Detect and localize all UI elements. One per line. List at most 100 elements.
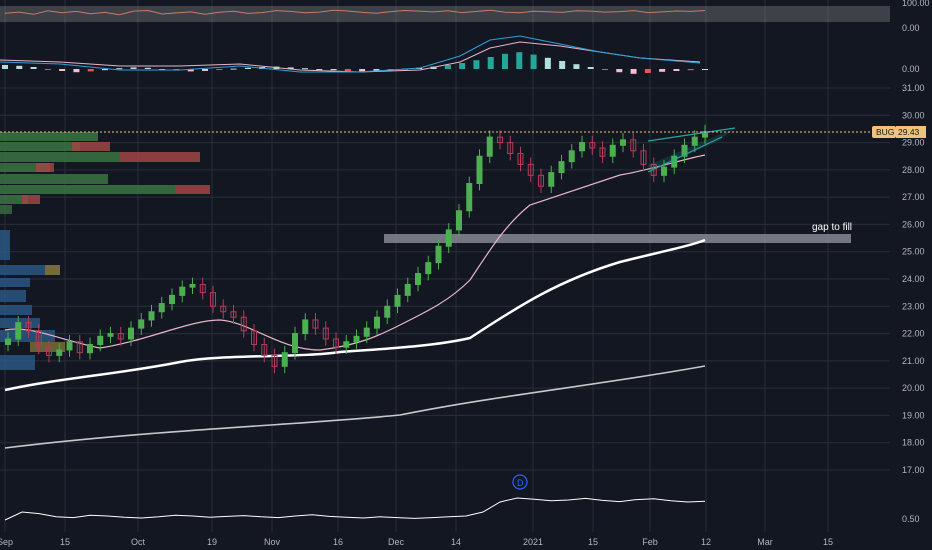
lower-indicator-line — [4, 497, 706, 521]
price-tick-label: 17.00 — [902, 465, 925, 475]
candle-body — [589, 142, 596, 149]
macd-bar — [544, 57, 551, 69]
candle-body — [333, 338, 339, 348]
macd-bar — [144, 67, 151, 69]
price-tick-label: 24.00 — [902, 274, 925, 284]
vp-bar — [22, 195, 40, 204]
ma-short-line — [4, 154, 706, 351]
time-tick-label: Dec — [388, 537, 405, 547]
time-tick-label: Oct — [131, 537, 146, 547]
symbol-price-badge[interactable]: BUG 29.43 — [872, 126, 926, 138]
event-marker-label: D — [517, 478, 524, 488]
candle-body — [25, 322, 32, 332]
event-marker[interactable]: D — [512, 474, 528, 490]
macd-bar — [702, 69, 708, 70]
candlestick-series — [5, 124, 708, 374]
candle-body — [97, 335, 104, 345]
candle-body — [497, 136, 503, 144]
candle-body — [527, 163, 534, 176]
price-tick-label: 23.00 — [902, 301, 925, 311]
macd-bar — [373, 69, 380, 71]
rsi-band — [0, 6, 890, 22]
symbol-badge-label: BUG — [876, 127, 894, 137]
macd-bar — [359, 69, 366, 72]
gap-zone[interactable] — [384, 234, 851, 243]
macd-bar — [344, 69, 351, 71]
price-tick-label: 30.00 — [902, 110, 925, 120]
macd-bar — [102, 69, 108, 71]
candle-body — [230, 311, 237, 318]
event-marker-circle — [512, 474, 528, 490]
macd-panel[interactable]: 0.00 — [0, 35, 920, 74]
macd-bar — [244, 67, 251, 69]
candle-body — [691, 136, 698, 146]
wedge-lower-line[interactable] — [647, 136, 723, 173]
macd-tick-0: 0.00 — [902, 64, 920, 74]
vp-bar — [45, 265, 60, 275]
vp-bar — [0, 290, 26, 302]
price-tick-label: 29.00 — [902, 138, 925, 148]
vp-bar — [72, 142, 110, 151]
candle-body — [404, 283, 411, 296]
rsi-panel[interactable]: 100.00 0.00 — [0, 0, 930, 33]
macd-bar — [502, 53, 508, 69]
price-axis[interactable]: 31.00 30.00 29.00 28.00 27.00 26.00 25.00 24.00… — [902, 83, 925, 475]
candle-body — [609, 144, 616, 157]
candle-body — [425, 262, 432, 275]
candle-body — [568, 150, 575, 163]
candle-body — [322, 327, 329, 340]
vp-bar — [175, 185, 210, 194]
price-tick-label: 25.00 — [902, 247, 925, 257]
vp-bar — [120, 152, 200, 162]
time-tick-label: 15 — [823, 537, 833, 547]
candle-body — [507, 142, 514, 154]
macd-bar — [187, 69, 194, 72]
candle-body — [179, 286, 186, 296]
macd-bar — [559, 61, 566, 69]
price-tick-label: 19.00 — [902, 410, 925, 420]
vp-bar — [0, 163, 50, 172]
vp-bar — [0, 185, 175, 194]
wedge-upper-line[interactable] — [647, 127, 736, 142]
price-tick-label: 26.00 — [902, 219, 925, 229]
candle-body — [384, 305, 391, 318]
candle-body — [466, 183, 473, 212]
vp-bar — [0, 142, 80, 151]
macd-bar — [87, 69, 94, 72]
macd-bar — [587, 67, 594, 69]
candle-body — [292, 333, 298, 354]
candle-body — [220, 305, 227, 313]
candle-body — [312, 319, 319, 329]
macd-bar — [644, 69, 651, 73]
macd-signal-line — [0, 41, 701, 73]
macd-bar — [473, 60, 480, 69]
macd-bar — [602, 69, 608, 70]
macd-bar — [202, 69, 208, 71]
time-tick-label: Nov — [264, 537, 281, 547]
macd-bar — [30, 67, 37, 69]
macd-bar — [316, 69, 323, 70]
macd-bar — [616, 69, 623, 73]
vp-bar — [0, 132, 98, 141]
candle-body — [620, 139, 626, 146]
candle-body — [107, 333, 114, 337]
candle-body — [271, 354, 278, 367]
candle-body — [5, 338, 11, 345]
time-tick-label: Feb — [642, 537, 658, 547]
candle-body — [128, 327, 134, 340]
lower-indicator-panel[interactable]: 0.50 — [4, 497, 920, 524]
gap-annotation[interactable]: gap to fill — [812, 222, 852, 233]
candle-body — [302, 319, 309, 335]
price-tick-label: 21.00 — [902, 356, 925, 366]
candle-body — [138, 319, 145, 329]
price-badge-label: 29.43 — [898, 127, 920, 137]
vp-bar — [36, 163, 54, 172]
vp-bar — [0, 265, 45, 275]
macd-bar — [330, 69, 337, 71]
candle-body — [15, 322, 22, 340]
macd-bar — [302, 68, 308, 70]
candle-body — [476, 155, 483, 184]
time-axis[interactable]: Sep 15 Oct 19 Nov 16 Dec 14 2021 15 Feb 12 Mar 15 — [0, 537, 833, 547]
vp-bar — [0, 195, 28, 204]
